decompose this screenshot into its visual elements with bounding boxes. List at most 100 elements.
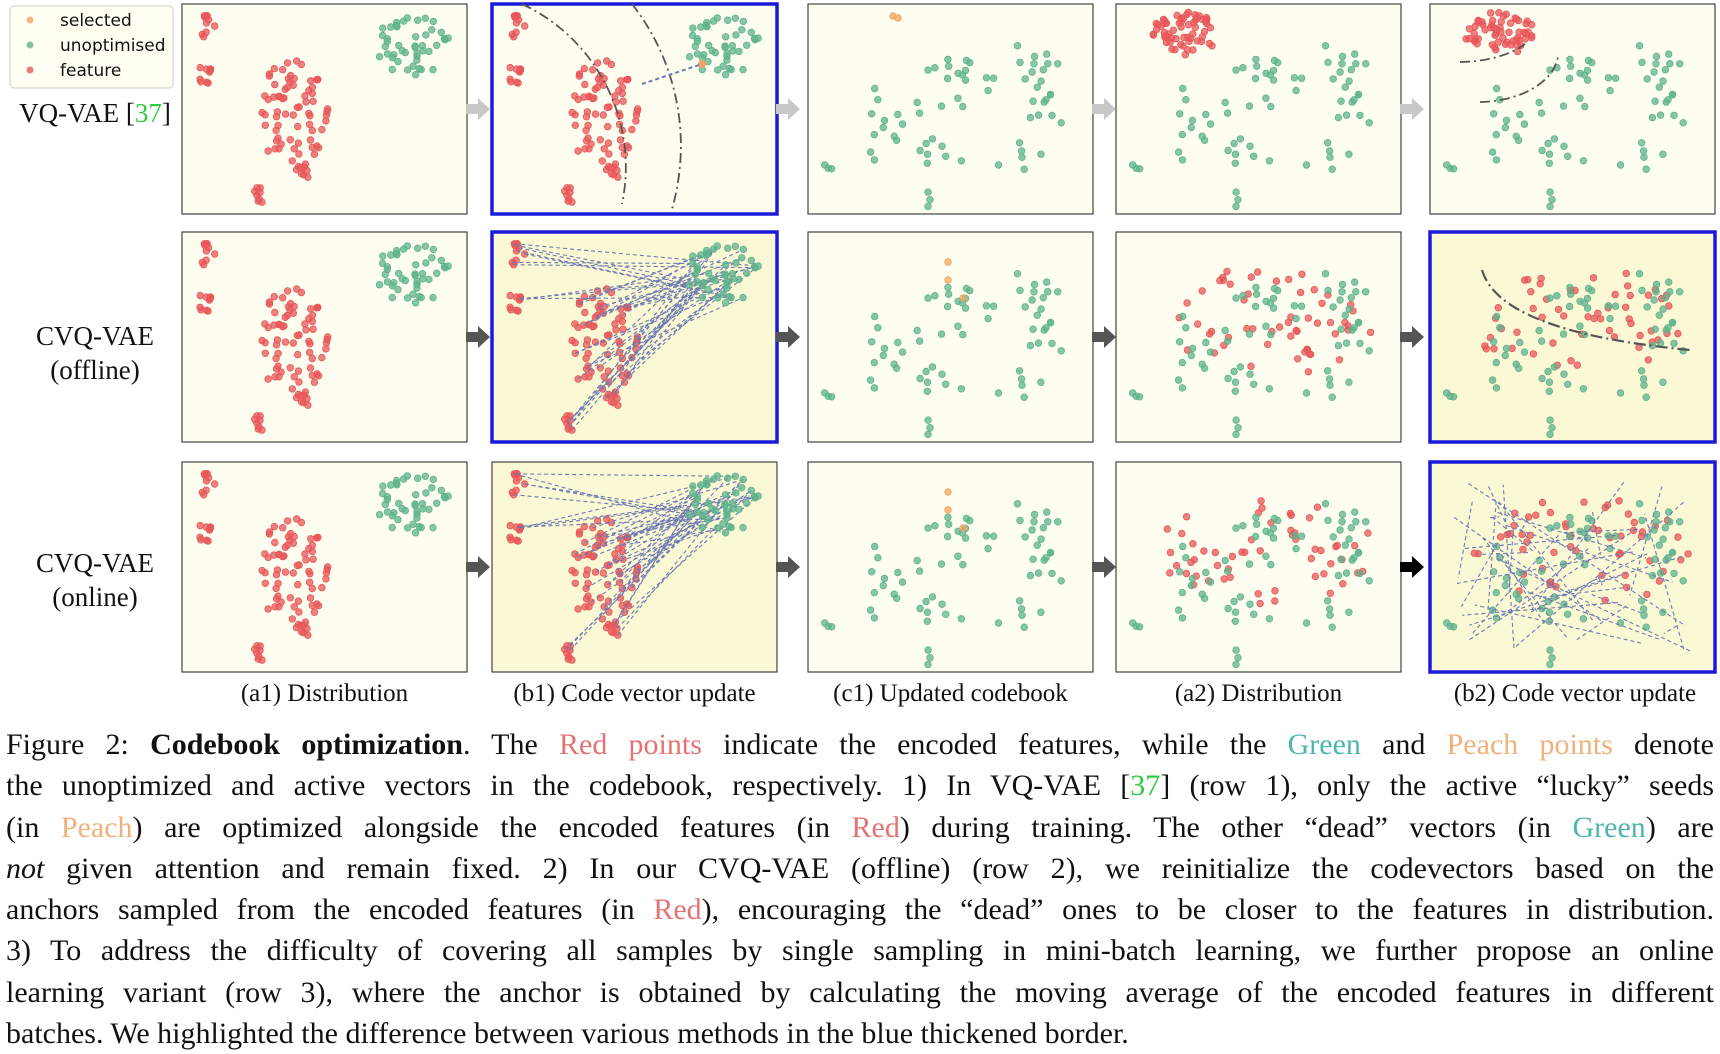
- unoptimised-point: [1352, 60, 1360, 68]
- unoptimised-point: [879, 123, 887, 132]
- unoptimised-point: [1352, 518, 1360, 526]
- feature-point: [1605, 326, 1614, 335]
- unoptimised-point: [411, 299, 420, 307]
- feature-point: [261, 569, 269, 577]
- unoptimised-point: [1501, 581, 1509, 590]
- unoptimised-point: [1232, 646, 1240, 654]
- unoptimised-point: [1037, 608, 1045, 616]
- unoptimised-point: [923, 387, 931, 395]
- unoptimised-point: [723, 514, 731, 522]
- unoptimised-point: [1267, 560, 1275, 569]
- unoptimised-point: [421, 472, 429, 480]
- unoptimised-point: [390, 509, 398, 517]
- panel-r2-c3: [807, 231, 1094, 443]
- unoptimised-point: [1583, 304, 1592, 312]
- unoptimised-point: [1492, 384, 1501, 392]
- unoptimised-point: [954, 94, 962, 102]
- update-link: [1499, 551, 1545, 624]
- unoptimised-point: [428, 484, 436, 492]
- boundary-curve: [1480, 269, 1691, 352]
- feature-point: [272, 341, 281, 349]
- feature-point: [288, 385, 296, 393]
- update-link: [577, 487, 743, 558]
- unoptimised-point: [704, 285, 712, 294]
- feature-point: [307, 77, 315, 85]
- unoptimised-point: [943, 302, 952, 311]
- unoptimised-point: [989, 532, 998, 540]
- unoptimised-point: [1334, 571, 1343, 580]
- feature-point: [1627, 319, 1635, 328]
- update-link: [620, 514, 690, 540]
- unoptimised-point: [413, 514, 421, 522]
- unoptimised-point: [1361, 288, 1370, 296]
- unoptimised-point: [913, 556, 921, 565]
- unoptimised-point: [1236, 363, 1245, 371]
- unoptimised-point: [1341, 541, 1349, 549]
- unoptimised-point: [413, 56, 421, 64]
- update-link: [518, 247, 690, 286]
- unoptimised-point: [1232, 524, 1240, 532]
- feature-point: [256, 646, 264, 655]
- feature-point: [1549, 339, 1557, 347]
- unoptimised-point: [401, 506, 409, 515]
- unoptimised-point: [880, 574, 889, 583]
- unoptimised-point: [437, 486, 445, 495]
- feature-point: [609, 399, 618, 407]
- feature-point: [1538, 313, 1546, 321]
- feature-point: [271, 603, 279, 611]
- unoptimised-point: [1037, 77, 1045, 85]
- unoptimised-point: [1239, 63, 1247, 72]
- feature-point: [1256, 547, 1264, 555]
- unoptimised-point: [1563, 610, 1572, 618]
- feature-point: [1149, 31, 1158, 39]
- unoptimised-point: [1546, 660, 1554, 669]
- unoptimised-point: [1668, 548, 1677, 557]
- unoptimised-point: [957, 615, 966, 623]
- feature-point: [571, 339, 579, 347]
- unoptimised-point: [959, 560, 967, 569]
- unoptimised-point: [1638, 58, 1646, 67]
- legend-marker: [26, 41, 34, 49]
- unoptimised-point: [1198, 360, 1206, 368]
- row-label-cvqvae-offline: CVQ-VAE (offline): [35, 321, 154, 385]
- update-link: [1663, 625, 1678, 634]
- update-link: [513, 494, 704, 514]
- feature-point: [265, 300, 274, 308]
- feature-point: [1292, 326, 1300, 335]
- feature-point: [571, 320, 579, 328]
- unoptimised-point: [1579, 385, 1588, 393]
- unoptimised-point: [1290, 74, 1299, 82]
- feature-point: [284, 303, 293, 311]
- unoptimised-point: [1643, 303, 1651, 311]
- unoptimised-point: [928, 135, 937, 143]
- unoptimised-point: [1548, 195, 1556, 204]
- unoptimised-point: [383, 265, 391, 274]
- unoptimised-point: [1642, 393, 1650, 401]
- feature-point: [1665, 302, 1673, 310]
- unoptimised-point: [724, 244, 732, 252]
- unoptimised-point: [961, 304, 970, 312]
- caption-line-8: batches. We highlighted the difference b…: [6, 1017, 1129, 1051]
- unoptimised-point: [1048, 569, 1056, 578]
- feature-point: [1621, 303, 1630, 311]
- unoptimised-point: [1290, 302, 1299, 310]
- feature-point: [1491, 43, 1499, 52]
- unoptimised-point: [728, 500, 737, 508]
- unoptimised-point: [1026, 113, 1035, 122]
- unoptimised-point: [1338, 510, 1347, 519]
- feature-point: [281, 110, 290, 118]
- unoptimised-point: [894, 568, 902, 577]
- unoptimised-point: [1178, 384, 1187, 392]
- unoptimised-point: [1356, 111, 1364, 120]
- feature-point: [1511, 14, 1519, 22]
- feature-point: [605, 150, 613, 158]
- unoptimised-point: [1548, 424, 1556, 432]
- unoptimised-point: [704, 515, 712, 524]
- unoptimised-point: [938, 142, 946, 150]
- unoptimised-point: [719, 520, 727, 528]
- flow-arrow: [1092, 556, 1116, 578]
- feature-point: [305, 348, 314, 357]
- update-link: [1498, 548, 1589, 619]
- feature-point: [582, 354, 590, 363]
- unoptimised-point: [722, 491, 730, 499]
